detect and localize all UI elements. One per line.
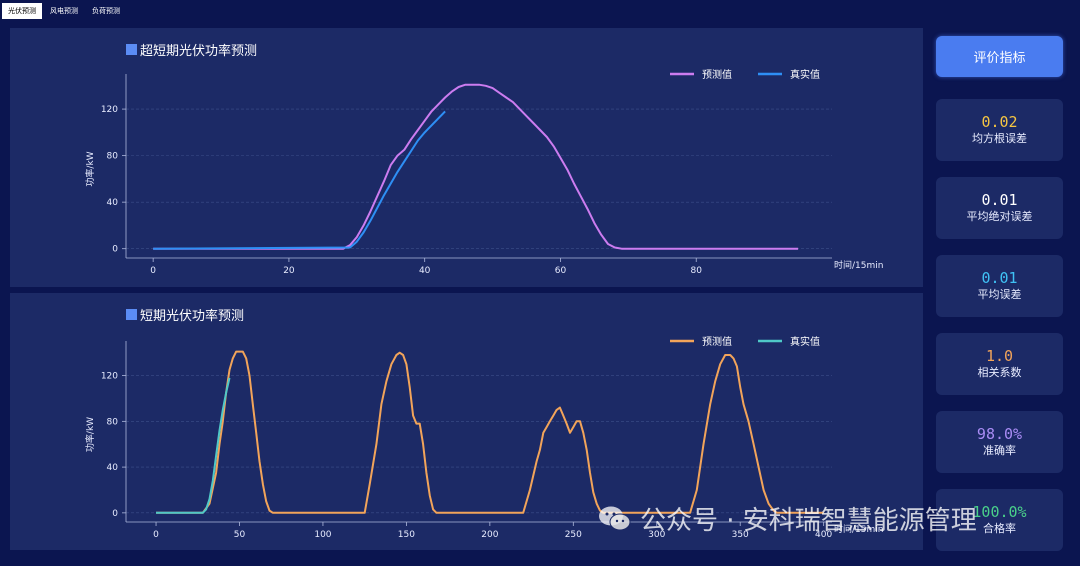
- x-tick-label: 20: [283, 266, 295, 276]
- y-axis-label: 功率/kW: [84, 151, 96, 186]
- metric-pass-rate-label: 合格率: [983, 522, 1016, 535]
- y-tick-label: 40: [107, 463, 119, 473]
- metric-me: 0.01 平均误差: [936, 255, 1063, 317]
- metric-correlation-value: 1.0: [985, 347, 1014, 365]
- metric-accuracy-label: 准确率: [983, 444, 1016, 457]
- y-tick-label: 40: [107, 198, 119, 208]
- tab-bar: 光伏预测 风电预测 负荷预测: [0, 0, 126, 22]
- x-tick-label: 80: [691, 266, 703, 276]
- metric-accuracy: 98.0% 准确率: [936, 411, 1063, 473]
- y-tick-label: 80: [107, 417, 119, 427]
- tab-pv-forecast[interactable]: 光伏预测: [2, 3, 42, 19]
- title-marker-icon: [126, 44, 137, 55]
- metric-correlation-label: 相关系数: [977, 366, 1022, 379]
- x-tick-label: 400: [815, 530, 832, 540]
- legend-label: 预测值: [702, 335, 732, 348]
- legend-label: 真实值: [790, 68, 820, 81]
- y-tick-label: 120: [101, 372, 118, 382]
- x-tick-label: 60: [555, 266, 567, 276]
- short-term-chart: 短期光伏功率预测 0 40 80 120 0 50 100 150 200 250 300 350 400…: [84, 308, 883, 540]
- x-tick-label: 300: [648, 530, 665, 540]
- x-tick-label: 350: [732, 530, 749, 540]
- x-tick-label: 200: [481, 530, 498, 540]
- metric-me-value: 0.01: [981, 269, 1018, 287]
- ultra-short-term-chart-panel: 超短期光伏功率预测 0 40 80 120 0 20 40 60 80 时间/15min 功率/kW 预…: [10, 28, 923, 287]
- x-tick-label: 150: [398, 530, 415, 540]
- metric-rmse: 0.02 均方根误差: [936, 99, 1063, 161]
- x-tick-label: 250: [565, 530, 582, 540]
- x-tick-label: 100: [314, 530, 331, 540]
- tab-wind-forecast[interactable]: 风电预测: [50, 7, 78, 15]
- y-tick-label: 0: [112, 245, 118, 255]
- x-tick-label: 50: [234, 530, 246, 540]
- metric-mae: 0.01 平均绝对误差: [936, 177, 1063, 239]
- ultra-short-term-chart: 超短期光伏功率预测 0 40 80 120 0 20 40 60 80 时间/15min 功率/kW 预…: [84, 43, 883, 276]
- x-axis-label: 时间/15min: [834, 523, 883, 535]
- metric-mae-value: 0.01: [981, 191, 1018, 209]
- metric-rmse-label: 均方根误差: [972, 132, 1027, 145]
- short-term-chart-panel: 短期光伏功率预测 0 40 80 120 0 50 100 150 200 250 300 350 400…: [10, 293, 923, 550]
- wechat-watermark: 公众号 · 安科瑞智慧能源管理: [598, 500, 977, 537]
- chart-title: 短期光伏功率预测: [140, 308, 244, 324]
- evaluation-metrics-button[interactable]: 评价指标: [936, 36, 1063, 77]
- x-axis-label: 时间/15min: [834, 259, 883, 271]
- x-tick-label: 0: [153, 530, 159, 540]
- metric-pass-rate: 100.0% 合格率: [936, 489, 1063, 551]
- watermark-text: 公众号 · 安科瑞智慧能源管理: [640, 506, 977, 536]
- wechat-logo-icon: [599, 506, 631, 530]
- metric-rmse-value: 0.02: [981, 113, 1018, 131]
- x-tick-label: 0: [150, 266, 156, 276]
- series-line-forecast: [156, 350, 824, 514]
- chart-title: 超短期光伏功率预测: [140, 43, 257, 59]
- y-tick-label: 120: [101, 105, 118, 115]
- metric-mae-label: 平均绝对误差: [966, 210, 1033, 223]
- y-axis-label: 功率/kW: [84, 417, 96, 452]
- y-tick-label: 80: [107, 152, 119, 162]
- legend-label: 预测值: [702, 68, 732, 81]
- metric-me-label: 平均误差: [977, 288, 1022, 301]
- series-line-actual: [156, 377, 231, 514]
- series-line-forecast: [153, 83, 799, 250]
- y-tick-label: 0: [112, 509, 118, 519]
- x-tick-label: 40: [419, 266, 431, 276]
- title-marker-icon: [126, 309, 137, 320]
- metric-pass-rate-value: 100.0%: [972, 503, 1027, 521]
- tab-load-forecast[interactable]: 负荷预测: [92, 7, 120, 15]
- metric-correlation: 1.0 相关系数: [936, 333, 1063, 395]
- legend-label: 真实值: [790, 335, 820, 348]
- series-line-actual: [153, 110, 446, 250]
- metric-accuracy-value: 98.0%: [976, 425, 1023, 443]
